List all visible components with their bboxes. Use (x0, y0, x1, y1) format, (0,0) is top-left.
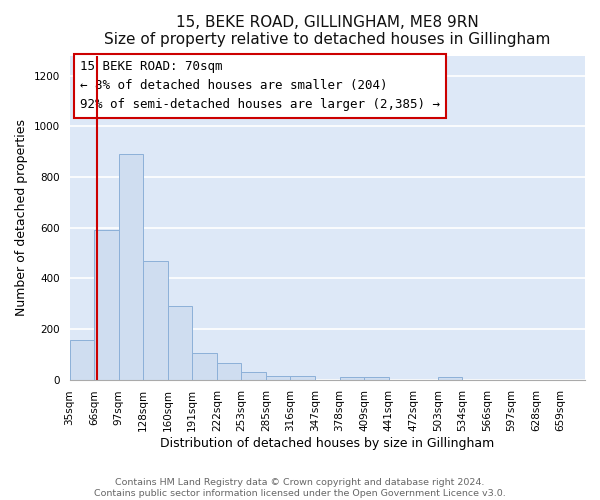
Text: 15 BEKE ROAD: 70sqm
← 8% of detached houses are smaller (204)
92% of semi-detach: 15 BEKE ROAD: 70sqm ← 8% of detached hou… (80, 60, 440, 112)
Bar (217, 363, 241, 380)
Bar (143, 260, 168, 380)
Bar (266, 376, 290, 380)
Bar (241, 372, 266, 380)
X-axis label: Distribution of detached houses by size in Gillingham: Distribution of detached houses by size … (160, 437, 494, 450)
Bar (364, 377, 389, 380)
Title: 15, BEKE ROAD, GILLINGHAM, ME8 9RN
Size of property relative to detached houses : 15, BEKE ROAD, GILLINGHAM, ME8 9RN Size … (104, 15, 550, 48)
Bar (119, 154, 143, 380)
Bar (340, 377, 364, 380)
Bar (70, 340, 94, 380)
Bar (94, 230, 119, 380)
Bar (290, 376, 315, 380)
Bar (438, 377, 462, 380)
Y-axis label: Number of detached properties: Number of detached properties (15, 119, 28, 316)
Text: Contains HM Land Registry data © Crown copyright and database right 2024.
Contai: Contains HM Land Registry data © Crown c… (94, 478, 506, 498)
Bar (168, 306, 192, 380)
Bar (192, 353, 217, 380)
